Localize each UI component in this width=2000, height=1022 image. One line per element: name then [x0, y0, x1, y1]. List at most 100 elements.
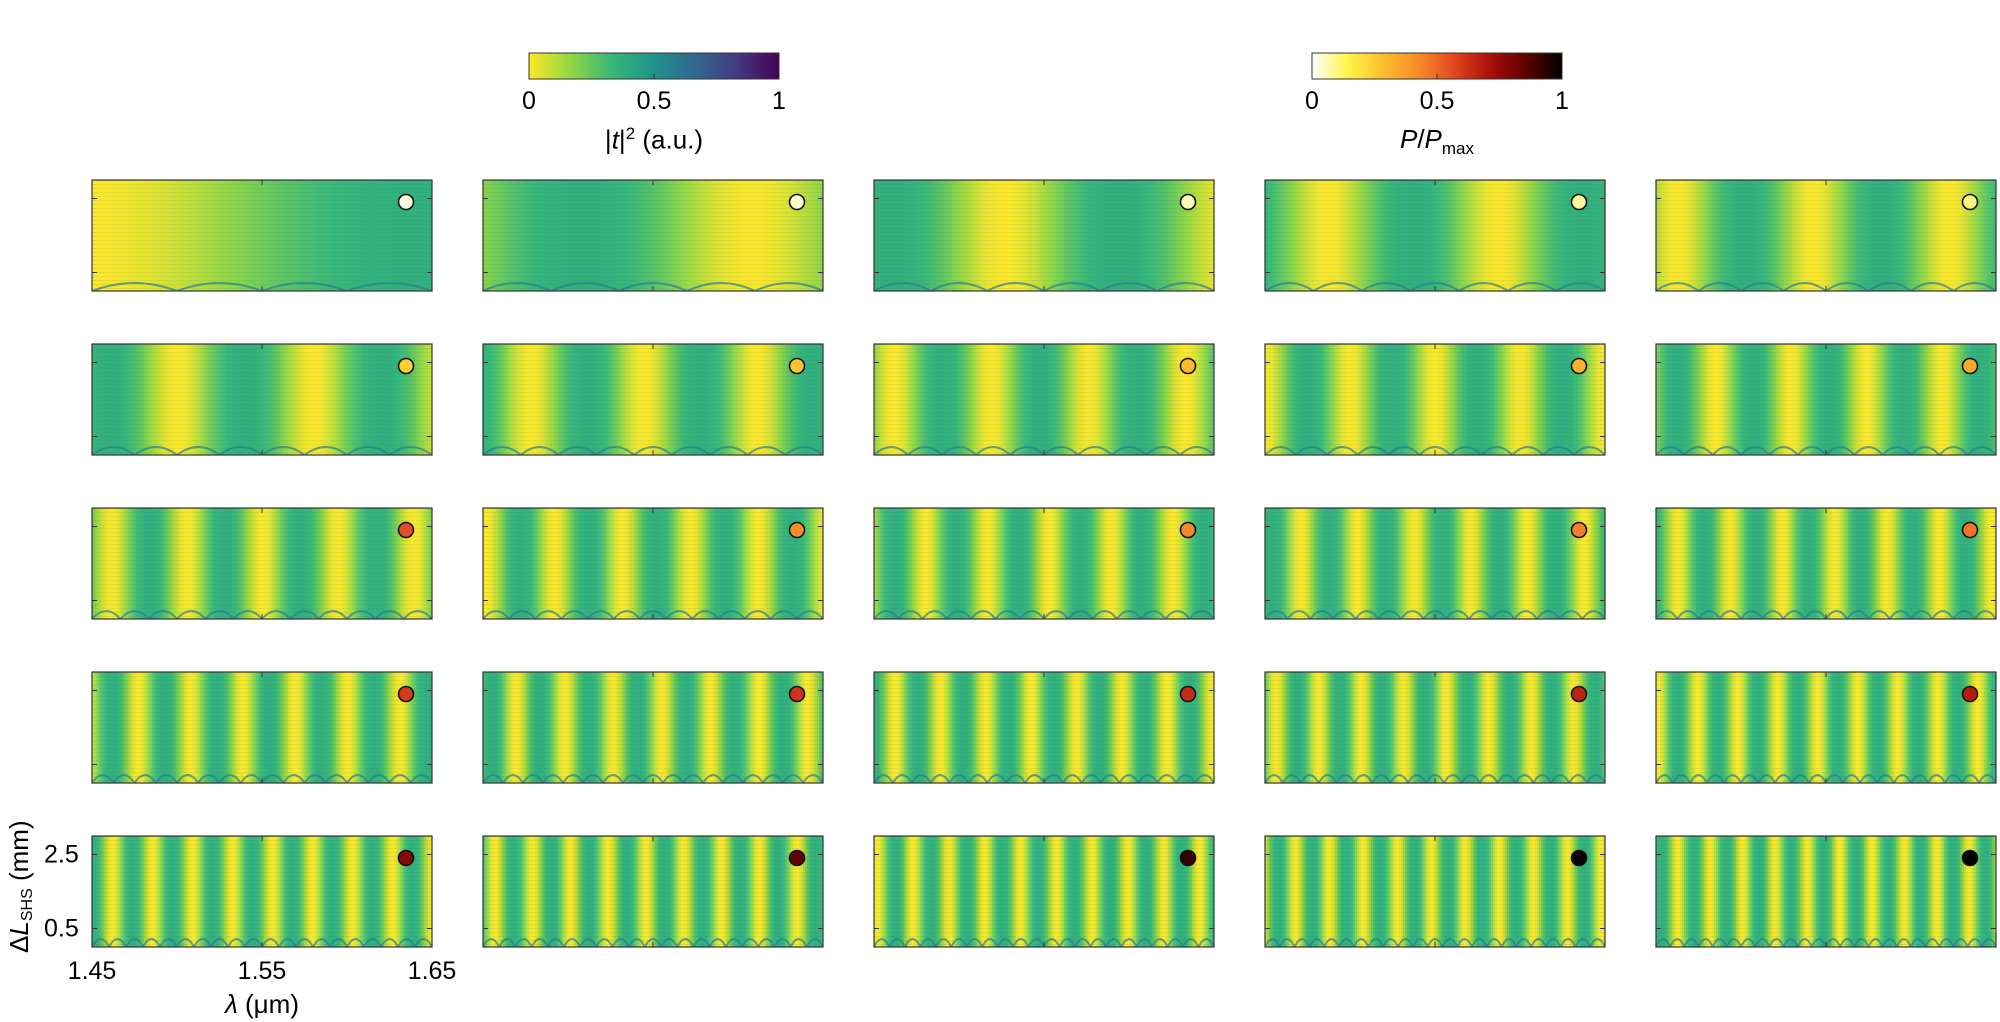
power-marker [1570, 849, 1588, 867]
power-marker [1570, 521, 1588, 539]
colorbar-left-tick-label: 0.5 [636, 87, 672, 115]
heatmap-panel-r3-c4 [1264, 507, 1606, 620]
heatmap-edge-artifact [1656, 610, 1996, 619]
heatmap-texture [1265, 672, 1605, 783]
colorbar-left-tick-label: 1 [772, 87, 786, 115]
heatmap-panel-r2-c5 [1655, 343, 1997, 456]
heatmap-texture [483, 180, 823, 291]
colorbar-left-tick-label: 0 [522, 87, 536, 115]
heatmap-panel-r3-c2 [482, 507, 824, 620]
heatmap-edge-artifact [483, 938, 823, 947]
heatmap-panel-r2-c4 [1264, 343, 1606, 456]
heatmap-texture [874, 180, 1214, 291]
heatmap-panel-r3-c5 [1655, 507, 1997, 620]
heatmap-texture [92, 836, 432, 947]
heatmap-texture [92, 344, 432, 455]
heatmap-texture [483, 344, 823, 455]
x-tick-label: 1.45 [67, 957, 117, 985]
heatmap-texture [92, 180, 432, 291]
heatmap-panel-r5-c1 [91, 835, 433, 948]
heatmap-texture [1656, 508, 1996, 619]
heatmap-edge-artifact [92, 446, 432, 455]
heatmap-panel-r1-c5 [1655, 179, 1997, 292]
heatmap-edge-artifact [483, 446, 823, 455]
colorbar-right-tick-label: 0 [1305, 87, 1319, 115]
heatmap-edge-artifact [1656, 282, 1996, 291]
heatmap-panel-r4-c4 [1264, 671, 1606, 784]
power-marker [1179, 849, 1197, 867]
heatmap-edge-artifact [92, 610, 432, 619]
heatmap-edge-artifact [92, 774, 432, 783]
power-marker [1179, 685, 1197, 703]
heatmap-panel-r1-c3 [873, 179, 1215, 292]
heatmap-panel-r3-c3 [873, 507, 1215, 620]
heatmap-edge-artifact [1265, 774, 1605, 783]
power-marker [397, 357, 415, 375]
heatmap-panel-r1-c1 [91, 179, 433, 292]
power-marker [788, 849, 806, 867]
heatmap-texture [1265, 508, 1605, 619]
heatmap-panel-r5-c5 [1655, 835, 1997, 948]
heatmap-texture [483, 508, 823, 619]
heatmap-edge-artifact [1656, 774, 1996, 783]
heatmap-texture [483, 672, 823, 783]
heatmap-panel-r4-c3 [873, 671, 1215, 784]
power-marker [1961, 521, 1979, 539]
heatmap-panel-r2-c2 [482, 343, 824, 456]
heatmap-edge-artifact [92, 282, 432, 291]
power-marker [1570, 357, 1588, 375]
heatmap-texture [1656, 344, 1996, 455]
heatmap-panel-r4-c5 [1655, 671, 1997, 784]
power-marker [397, 193, 415, 211]
power-marker [1179, 521, 1197, 539]
x-tick-label: 1.65 [407, 957, 457, 985]
power-marker [788, 357, 806, 375]
heatmap-edge-artifact [1265, 282, 1605, 291]
heatmap-texture [874, 836, 1214, 947]
power-marker [397, 521, 415, 539]
power-marker [397, 849, 415, 867]
heatmap-edge-artifact [1265, 610, 1605, 619]
heatmap-edge-artifact [483, 282, 823, 291]
heatmap-edge-artifact [874, 774, 1214, 783]
y-tick-label: 2.5 [44, 840, 79, 868]
heatmap-panel-r2-c1 [91, 343, 433, 456]
power-marker [1961, 849, 1979, 867]
heatmap-edge-artifact [92, 938, 432, 947]
heatmap-texture [1656, 672, 1996, 783]
colorbar-right-tick-label: 0.5 [1419, 87, 1455, 115]
heatmap-panel-r2-c3 [873, 343, 1215, 456]
power-marker [788, 685, 806, 703]
heatmap-edge-artifact [874, 282, 1214, 291]
x-axis-title: λ (μm) [225, 989, 299, 1019]
power-marker [1570, 193, 1588, 211]
heatmap-texture [874, 672, 1214, 783]
heatmap-texture [1656, 836, 1996, 947]
heatmap-texture [483, 836, 823, 947]
colorbar-right-label: P/Pmax [1399, 124, 1475, 159]
heatmap-edge-artifact [1265, 446, 1605, 455]
power-marker [1179, 193, 1197, 211]
power-marker [397, 685, 415, 703]
y-axis-title: ΔLSHS (mm) [4, 820, 36, 953]
power-marker [1961, 193, 1979, 211]
heatmap-panel-r1-c2 [482, 179, 824, 292]
heatmap-edge-artifact [483, 774, 823, 783]
heatmap-edge-artifact [874, 938, 1214, 947]
y-tick-label: 0.5 [44, 914, 79, 942]
heatmap-texture [1265, 836, 1605, 947]
power-marker [1179, 357, 1197, 375]
power-marker [788, 521, 806, 539]
power-marker [1961, 357, 1979, 375]
heatmap-edge-artifact [1656, 446, 1996, 455]
heatmap-panel-r4-c1 [91, 671, 433, 784]
heatmap-texture [1265, 344, 1605, 455]
colorbar-right-tick-label: 1 [1555, 87, 1569, 115]
heatmap-texture [1656, 180, 1996, 291]
heatmap-edge-artifact [483, 610, 823, 619]
heatmap-edge-artifact [874, 610, 1214, 619]
power-marker [788, 193, 806, 211]
